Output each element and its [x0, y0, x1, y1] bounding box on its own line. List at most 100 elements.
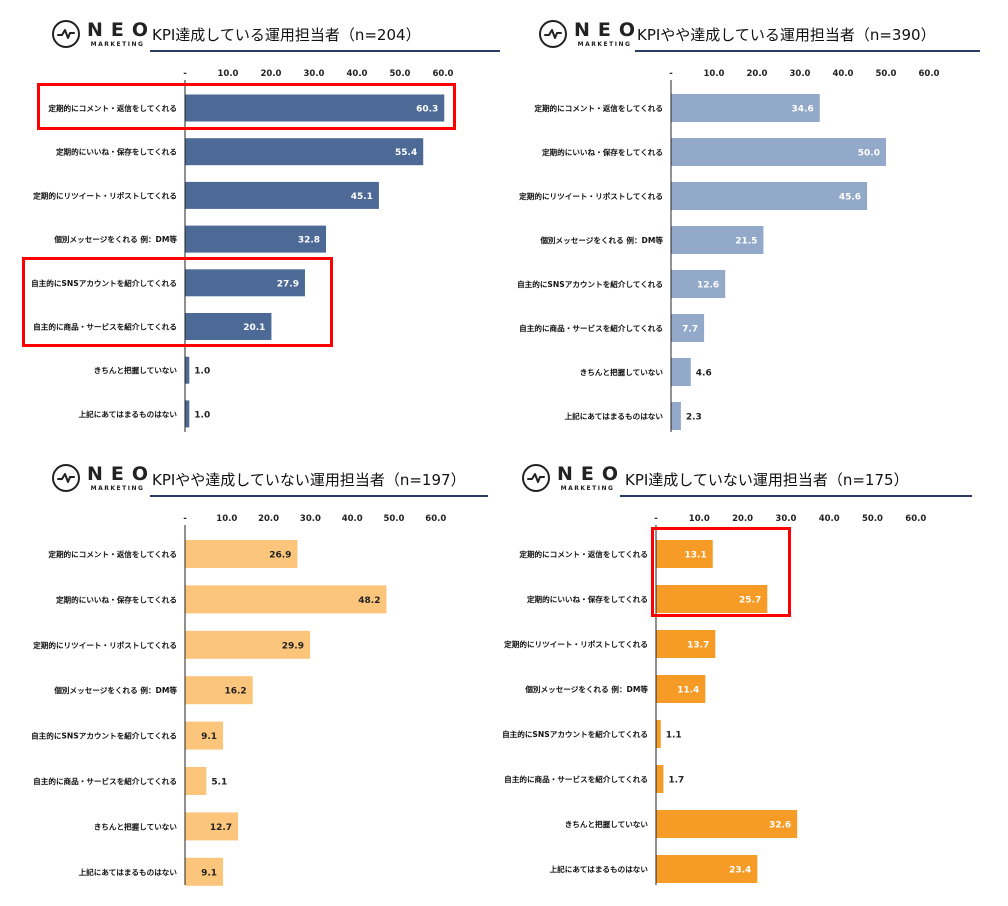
x-tick-label: - [183, 69, 187, 79]
chart-title: KPI達成している運用担当者（n=204） [152, 26, 421, 44]
category-label: 上記にあてはまるものはない [79, 867, 178, 877]
logo-text: NEO MARKETING [87, 464, 148, 492]
category-label: 自主的に商品・サービスを紹介してくれる [519, 323, 663, 333]
category-label: 自主的に商品・サービスを紹介してくれる [33, 776, 177, 786]
x-tick-label: 10.0 [218, 69, 239, 79]
pulse-icon [539, 20, 567, 48]
title-underline [620, 495, 972, 497]
x-tick-label: 50.0 [384, 514, 405, 524]
title-underline [150, 50, 500, 52]
bar [671, 138, 886, 166]
x-tick-label: 60.0 [425, 514, 446, 524]
data-label: 7.7 [682, 325, 698, 335]
bar [671, 94, 820, 122]
category-label: 定期的にいいね・保存をしてくれる [56, 594, 177, 604]
highlight-box [22, 257, 333, 347]
x-tick-label: - [669, 69, 673, 79]
bar [656, 630, 716, 658]
category-label: 定期的にコメント・返信をしてくれる [48, 103, 177, 113]
bar [185, 721, 224, 750]
data-label: 11.4 [677, 686, 699, 696]
title-underline [150, 495, 488, 497]
bar [656, 765, 664, 793]
x-tick-label: 60.0 [433, 69, 454, 79]
logo-subtitle: MARKETING [560, 485, 615, 492]
highlight-box [37, 83, 456, 130]
category-label: 自主的にSNSアカウントを紹介してくれる [31, 731, 177, 741]
category-label: 自主的にSNSアカウントを紹介してくれる [502, 729, 648, 739]
data-label: 1.0 [194, 367, 210, 377]
x-tick-label: 20.0 [258, 514, 279, 524]
category-label: 定期的にリツイート・リポストしてくれる [519, 191, 663, 201]
data-label: 32.6 [769, 821, 791, 831]
chart-title: KPIやや達成していない運用担当者（n=197） [152, 471, 466, 489]
x-tick-label: 30.0 [300, 514, 321, 524]
neo-logo: NEO MARKETING [539, 20, 635, 48]
bar [671, 402, 681, 430]
bar [671, 314, 705, 342]
x-tick-label: 50.0 [862, 514, 883, 524]
data-label: 55.4 [395, 148, 417, 158]
x-tick-label: 30.0 [775, 514, 796, 524]
chart-title: KPIやや達成している運用担当者（n=390） [637, 26, 936, 44]
data-label: 25.7 [739, 596, 761, 606]
bar [185, 181, 379, 209]
x-tick-label: - [654, 514, 658, 524]
category-label: 定期的にコメント・返信をしてくれる [519, 549, 648, 559]
logo-word: NEO [87, 19, 157, 41]
category-label: きちんと把握していない [580, 367, 664, 377]
bar [671, 358, 691, 386]
data-label: 13.7 [687, 641, 709, 651]
chart-title: KPI達成していない運用担当者（n=175） [625, 471, 909, 489]
x-tick-label: 10.0 [689, 514, 710, 524]
neo-logo: NEO MARKETING [522, 464, 618, 492]
x-tick-label: 10.0 [216, 514, 237, 524]
x-tick-label: 10.0 [704, 69, 725, 79]
data-label: 48.2 [358, 596, 380, 606]
x-tick-label: - [183, 514, 187, 524]
x-tick-label: 50.0 [390, 69, 411, 79]
logo-subtitle: MARKETING [90, 41, 145, 48]
bar [185, 585, 387, 614]
bar [656, 540, 713, 568]
data-label: 27.9 [277, 279, 299, 289]
data-label: 45.6 [839, 193, 861, 203]
category-label: 自主的に商品・サービスを紹介してくれる [504, 774, 648, 784]
logo-subtitle: MARKETING [577, 41, 632, 48]
bar [185, 540, 298, 568]
bar [185, 767, 207, 795]
category-label: 定期的にいいね・保存をしてくれる [56, 147, 177, 157]
logo-word: NEO [574, 19, 644, 41]
logo-text: NEO MARKETING [87, 20, 148, 48]
bar [185, 138, 424, 166]
data-label: 1.0 [194, 410, 210, 420]
x-tick-label: 20.0 [732, 514, 753, 524]
x-tick-label: 40.0 [819, 514, 840, 524]
bar [185, 313, 272, 340]
category-label: 個別メッセージをくれる 例：DM等 [539, 235, 663, 245]
data-label: 45.1 [351, 192, 373, 202]
data-label: 9.1 [201, 732, 217, 742]
logo-text: NEO MARKETING [574, 20, 635, 48]
data-label: 34.6 [792, 105, 814, 115]
x-tick-label: 60.0 [905, 514, 926, 524]
data-label: 23.4 [729, 866, 751, 876]
pulse-icon [52, 20, 80, 48]
data-label: 4.6 [696, 369, 712, 379]
category-label: 定期的にいいね・保存をしてくれる [527, 594, 648, 604]
data-label: 12.6 [697, 281, 719, 291]
data-label: 20.1 [243, 323, 265, 333]
bar [185, 400, 190, 428]
data-label: 1.1 [666, 731, 682, 741]
data-label: 21.5 [735, 237, 757, 247]
x-tick-label: 30.0 [304, 69, 325, 79]
category-label: 定期的にリツイート・リポストしてくれる [33, 640, 177, 650]
category-label: 個別メッセージをくれる 例：DM等 [53, 685, 177, 695]
category-label: きちんと把握していない [94, 821, 178, 831]
bar [185, 269, 305, 297]
highlight-box [651, 527, 791, 617]
bar [671, 182, 868, 210]
category-label: 定期的にコメント・返信をしてくれる [48, 549, 177, 559]
